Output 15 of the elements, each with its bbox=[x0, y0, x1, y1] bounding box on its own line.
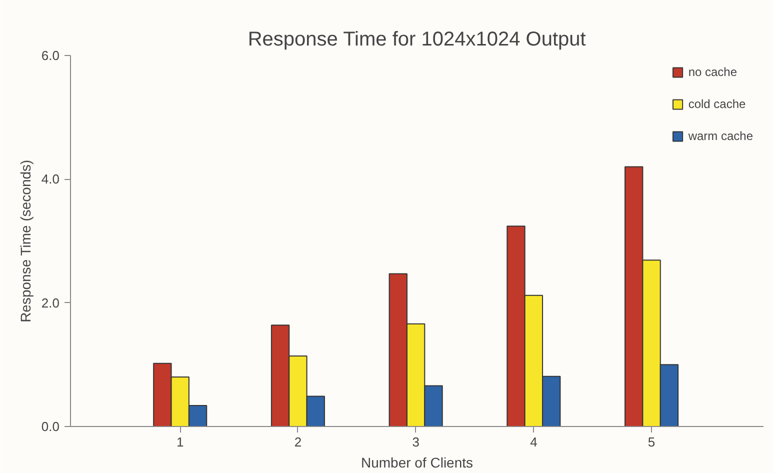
chart-title: Response Time for 1024x1024 Output bbox=[248, 28, 586, 50]
y-tick-label: 4.0 bbox=[41, 172, 60, 187]
legend-label: cold cache bbox=[688, 97, 746, 111]
legend-label: warm cache bbox=[688, 129, 753, 143]
legend-label: no cache bbox=[688, 65, 738, 79]
x-tick-label: 3 bbox=[412, 434, 420, 450]
y-axis-title: Response Time (seconds) bbox=[17, 160, 34, 322]
x-tick-label: 5 bbox=[648, 434, 656, 450]
y-tick-label: 6.0 bbox=[41, 48, 60, 63]
y-tick-label: 2.0 bbox=[41, 295, 60, 310]
x-tick-label: 2 bbox=[294, 434, 302, 450]
x-tick-label: 4 bbox=[530, 434, 538, 450]
x-tick-label: 1 bbox=[176, 434, 184, 450]
x-axis-title: Number of Clients bbox=[360, 454, 474, 470]
y-tick-label: 0.0 bbox=[41, 419, 60, 434]
